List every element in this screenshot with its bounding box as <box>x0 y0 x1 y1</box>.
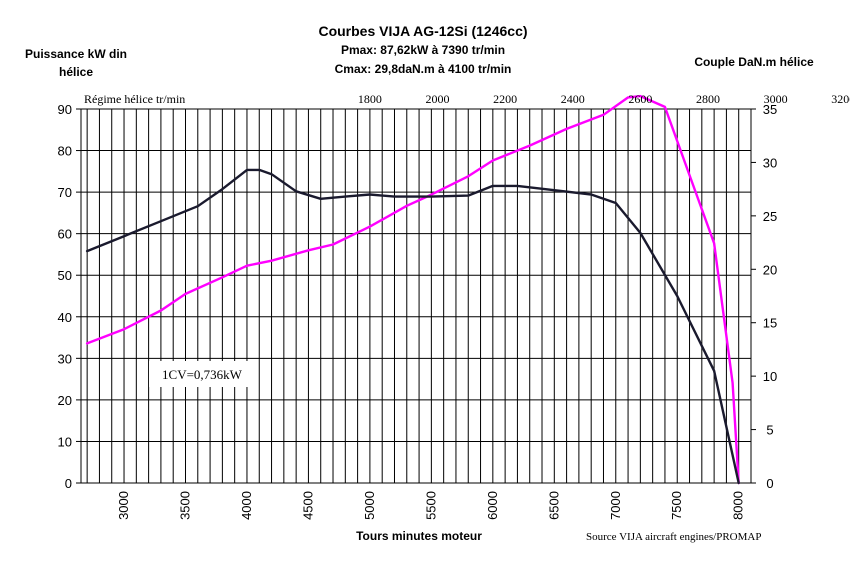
plot-frame <box>80 108 752 484</box>
left-tick-label: 10 <box>58 434 72 449</box>
right-axis-label: Couple DaN.m hélice <box>694 55 814 69</box>
right-tick-label: 20 <box>763 262 777 277</box>
right-tick-label: 0 <box>766 476 773 491</box>
torque-curve-line <box>85 168 740 485</box>
top-axis-ticks: 1800 2000 2200 2400 2600 2800 3000 3200 <box>358 92 850 106</box>
left-tick-label: 30 <box>58 351 72 366</box>
x-tick-label: 4000 <box>239 491 254 520</box>
top-tick-label: 2000 <box>426 92 450 106</box>
x-tick-label: 6500 <box>546 491 561 520</box>
annotation-text: 1CV=0,736kW <box>162 367 243 382</box>
left-tick-label: 0 <box>65 476 72 491</box>
top-tick-label: 2400 <box>561 92 585 106</box>
x-tick-label: 4500 <box>300 491 315 520</box>
x-tick-label: 6000 <box>485 491 500 520</box>
right-tick-label: 25 <box>763 209 777 224</box>
right-tick-label: 10 <box>763 369 777 384</box>
source-note: Source VIJA aircraft engines/PROMAP <box>586 531 761 543</box>
power-curve-line <box>85 94 740 485</box>
left-tick-label: 60 <box>58 227 72 242</box>
grid-lines <box>81 108 752 484</box>
top-axis-label: Régime hélice tr/min <box>84 92 185 106</box>
x-tick-label: 7500 <box>669 491 684 520</box>
annotation-box <box>149 361 255 387</box>
top-tick-label: 3200 <box>831 92 850 106</box>
x-tick-label: 5000 <box>362 491 377 520</box>
right-tick-label: 35 <box>763 102 777 117</box>
left-tick-label: 90 <box>58 102 72 117</box>
left-y-ticks: 0 10 20 30 40 50 60 70 80 90 <box>58 102 81 491</box>
top-tick-label: 2200 <box>493 92 517 106</box>
top-tick-label: 3000 <box>764 92 788 106</box>
top-tick-label: 2800 <box>696 92 720 106</box>
left-tick-label: 70 <box>58 185 72 200</box>
left-tick-label: 20 <box>58 393 72 408</box>
right-tick-label: 15 <box>763 316 777 331</box>
x-tick-label: 7000 <box>608 491 623 520</box>
top-tick-label: 1800 <box>358 92 382 106</box>
left-axis-label-line1: Puissance kW din <box>25 47 127 61</box>
x-axis-label: Tours minutes moteur <box>356 529 482 543</box>
right-tick-label: 5 <box>766 423 773 438</box>
x-tick-label: 5500 <box>423 491 438 520</box>
top-tick-label: 2600 <box>628 92 652 106</box>
right-y-ticks: 0 5 10 15 20 25 30 35 <box>751 102 777 491</box>
series-lines <box>85 94 740 485</box>
left-axis-label-line2: hélice <box>59 65 93 79</box>
chart-title: Courbes VIJA AG-12Si (1246cc) <box>318 23 527 39</box>
left-tick-label: 40 <box>58 310 72 325</box>
left-tick-label: 50 <box>58 268 72 283</box>
x-tick-label: 3500 <box>177 491 192 520</box>
x-tick-label: 8000 <box>731 491 746 520</box>
left-tick-label: 80 <box>58 144 72 159</box>
chart-subtitle-pmax: Pmax: 87,62kW à 7390 tr/min <box>341 43 505 57</box>
x-tick-labels: 3000 3500 4000 4500 5000 5500 6000 6500 7000 7500… <box>116 491 746 520</box>
x-tick-label: 3000 <box>116 491 131 520</box>
chart-subtitle-cmax: Cmax: 29,8daN.m à 4100 tr/min <box>335 62 512 76</box>
right-tick-label: 30 <box>763 155 777 170</box>
